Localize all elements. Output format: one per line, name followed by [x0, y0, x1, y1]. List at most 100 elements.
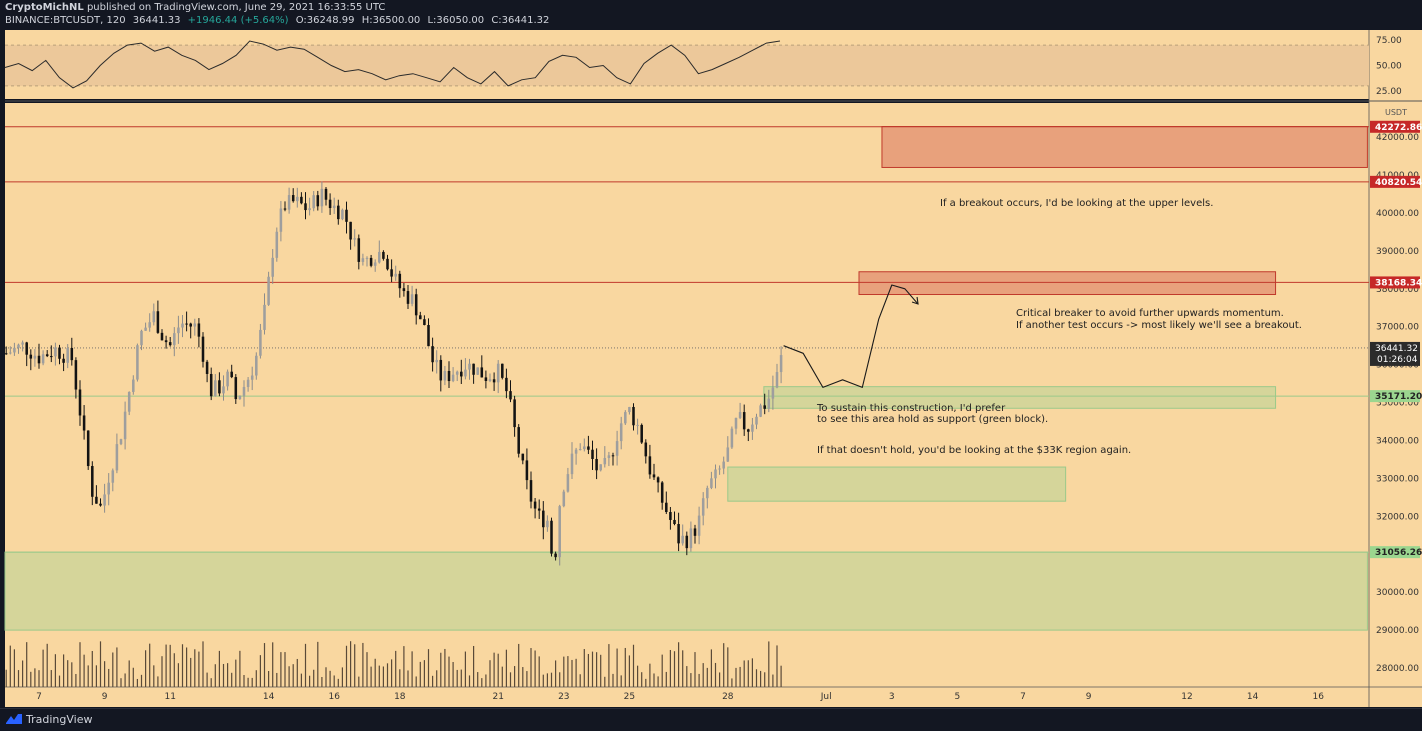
candle-body[interactable]: [168, 342, 172, 346]
candle-body[interactable]: [82, 415, 86, 431]
candle-body[interactable]: [230, 371, 233, 378]
candle-body[interactable]: [595, 458, 598, 471]
candle-body[interactable]: [353, 238, 356, 240]
candle-body[interactable]: [238, 395, 242, 400]
candle-body[interactable]: [37, 355, 41, 364]
candle-body[interactable]: [259, 329, 262, 356]
candle-body[interactable]: [91, 466, 94, 497]
candle-body[interactable]: [775, 372, 779, 388]
candle-body[interactable]: [607, 455, 611, 459]
candle-body[interactable]: [205, 361, 209, 374]
candle-body[interactable]: [550, 520, 553, 554]
candle-body[interactable]: [451, 374, 455, 382]
candle-body[interactable]: [644, 442, 648, 457]
candle-body[interactable]: [242, 386, 246, 396]
candle-body[interactable]: [164, 340, 168, 343]
candle-body[interactable]: [4, 353, 8, 355]
candle-body[interactable]: [214, 380, 217, 397]
candle-body[interactable]: [599, 464, 602, 471]
candle-body[interactable]: [517, 427, 520, 454]
candle-body[interactable]: [390, 269, 393, 277]
resistance-zone[interactable]: [881, 126, 1368, 168]
candle-body[interactable]: [50, 356, 53, 358]
candle-body[interactable]: [624, 412, 627, 424]
candle-body[interactable]: [62, 358, 65, 363]
candle-body[interactable]: [54, 347, 57, 357]
candle-body[interactable]: [734, 417, 738, 429]
candle-body[interactable]: [324, 188, 328, 200]
resistance-zone[interactable]: [858, 271, 1277, 296]
candle-body[interactable]: [127, 391, 131, 412]
candle-body[interactable]: [480, 367, 484, 378]
candle-body[interactable]: [587, 446, 590, 450]
candle-body[interactable]: [714, 469, 717, 479]
candle-body[interactable]: [312, 195, 315, 209]
candle-body[interactable]: [234, 377, 238, 400]
candle-body[interactable]: [718, 468, 721, 470]
candle-body[interactable]: [9, 352, 12, 354]
candle-body[interactable]: [300, 196, 303, 204]
candle-body[interactable]: [546, 520, 549, 528]
candle-body[interactable]: [13, 347, 16, 353]
candle-body[interactable]: [710, 478, 713, 488]
candle-body[interactable]: [427, 325, 430, 347]
candle-body[interactable]: [779, 355, 783, 373]
candle-body[interactable]: [619, 423, 623, 442]
candle-body[interactable]: [41, 354, 45, 364]
candle-body[interactable]: [320, 188, 324, 207]
candle-body[interactable]: [189, 323, 192, 327]
candle-body[interactable]: [181, 323, 184, 328]
candle-body[interactable]: [386, 258, 389, 270]
candle-body[interactable]: [119, 439, 123, 445]
candle-body[interactable]: [488, 379, 492, 381]
candle-body[interactable]: [365, 257, 369, 259]
candle-body[interactable]: [755, 416, 758, 425]
candle-body[interactable]: [160, 332, 164, 341]
support-zone[interactable]: [727, 466, 1067, 502]
candle-body[interactable]: [464, 369, 467, 377]
candle-body[interactable]: [460, 371, 463, 377]
candle-body[interactable]: [136, 345, 139, 380]
candle-body[interactable]: [578, 449, 582, 451]
candle-body[interactable]: [287, 195, 291, 210]
candle-body[interactable]: [681, 535, 684, 544]
candle-body[interactable]: [361, 258, 365, 262]
candle-body[interactable]: [140, 330, 143, 346]
candle-body[interactable]: [296, 196, 299, 202]
candle-body[interactable]: [78, 389, 82, 416]
candle-body[interactable]: [771, 387, 775, 399]
author-name[interactable]: CryptoMichNL: [5, 2, 84, 13]
candle-body[interactable]: [558, 506, 561, 558]
candle-body[interactable]: [689, 528, 693, 549]
candle-body[interactable]: [673, 519, 676, 525]
candle-body[interactable]: [615, 441, 619, 456]
candle-body[interactable]: [177, 327, 180, 334]
candle-body[interactable]: [591, 449, 594, 459]
candle-body[interactable]: [414, 294, 418, 316]
candle-body[interactable]: [33, 355, 37, 359]
candle-body[interactable]: [759, 405, 762, 417]
candle-body[interactable]: [435, 359, 438, 363]
candle-body[interactable]: [201, 336, 205, 362]
candle-body[interactable]: [533, 501, 537, 509]
candle-body[interactable]: [95, 496, 98, 504]
candle-body[interactable]: [152, 311, 156, 323]
candle-body[interactable]: [509, 391, 512, 400]
candle-body[interactable]: [706, 487, 709, 499]
candle-body[interactable]: [525, 460, 529, 481]
candle-body[interactable]: [685, 535, 689, 549]
candle-body[interactable]: [513, 399, 516, 428]
candle-body[interactable]: [349, 221, 352, 240]
candle-body[interactable]: [562, 491, 566, 507]
candle-body[interactable]: [357, 238, 361, 262]
candle-body[interactable]: [226, 371, 229, 387]
candle-body[interactable]: [25, 342, 28, 355]
candle-body[interactable]: [21, 342, 24, 345]
candle-body[interactable]: [222, 386, 225, 394]
candle-body[interactable]: [677, 524, 680, 544]
candle-body[interactable]: [283, 208, 287, 210]
candle-body[interactable]: [29, 354, 33, 359]
candle-body[interactable]: [738, 412, 742, 418]
candle-body[interactable]: [394, 273, 397, 277]
candle-body[interactable]: [279, 208, 283, 232]
